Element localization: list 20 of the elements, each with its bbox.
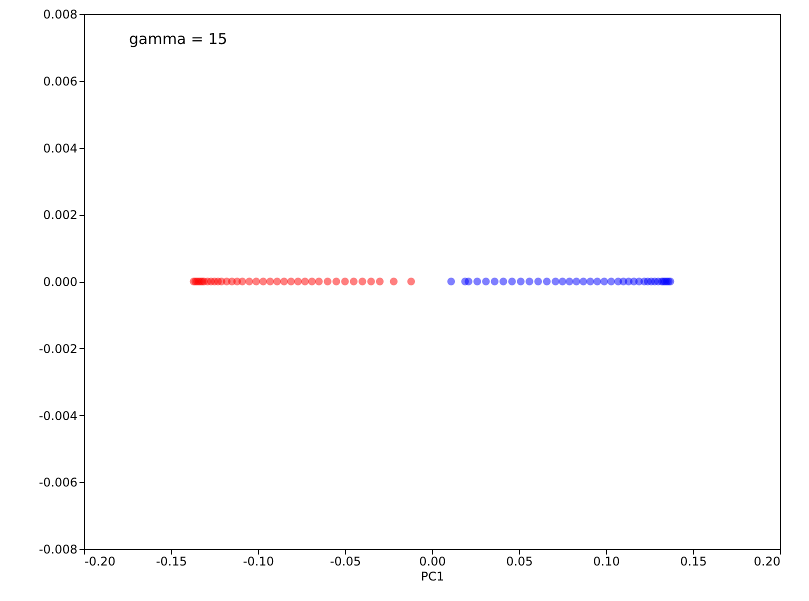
y-tick-label: -0.006 [38,476,78,490]
y-tick-label: -0.004 [38,408,78,423]
y-tick-label: 0.006 [43,74,78,88]
y-tick-label: -0.008 [38,542,78,556]
y-tick-label: 0.008 [43,8,78,22]
y-tick-label: 0.002 [43,208,78,222]
annotation: gamma = 15 [129,30,228,48]
x-tick-label: -0.20 [84,554,116,568]
x-tick-label: 0.10 [593,554,620,568]
x-tick-label: 0.05 [506,554,533,568]
x-tick-label: 0.15 [680,554,707,568]
x-tick-label: 0.00 [419,554,446,568]
y-tick-label: -0.002 [38,342,78,356]
x-tick-label: -0.15 [156,554,188,568]
y-tick-label: 0.004 [43,141,78,156]
x-tick-label: -0.05 [330,554,362,568]
x-tick-label: 0.20 [754,554,780,568]
y-tick-label: 0.000 [43,275,78,289]
x-tick-label: -0.10 [242,554,274,568]
x-axis-title: PC1 [420,570,444,584]
